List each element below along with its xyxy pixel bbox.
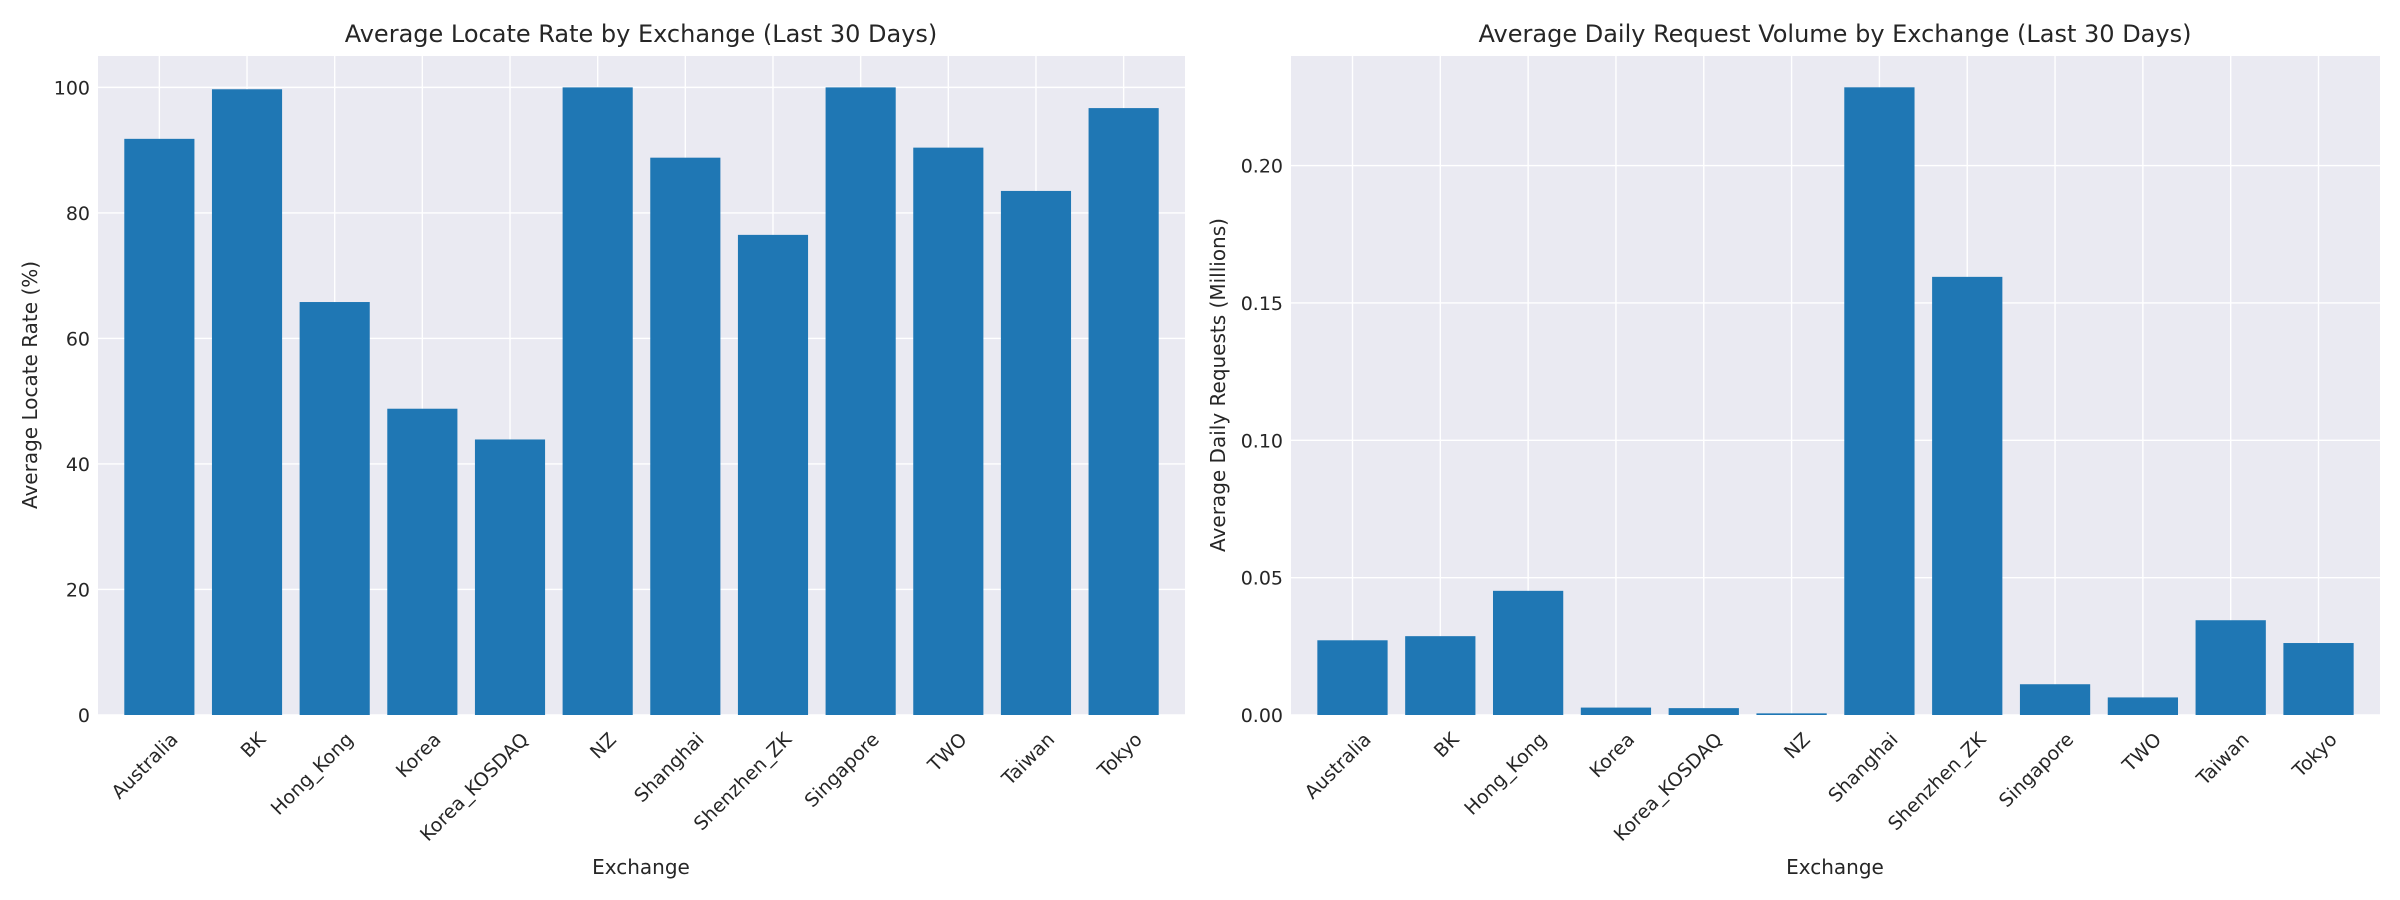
- chart-title: Average Locate Rate by Exchange (Last 30…: [345, 20, 938, 48]
- y-axis-label: Average Daily Requests (Millions): [1206, 218, 1230, 552]
- bar-nz: [1756, 713, 1827, 715]
- bar-taiwan: [1000, 190, 1072, 715]
- x-axis-label: Exchange: [1786, 855, 1884, 879]
- y-tick-label: 0.20: [1241, 156, 1283, 178]
- bar-singapore: [825, 87, 896, 715]
- bar-korea-kosdaq: [474, 439, 546, 715]
- y-tick-label: 0.15: [1241, 293, 1283, 315]
- y-tick-label: 0.10: [1241, 430, 1283, 452]
- bar-shanghai: [1844, 87, 1915, 715]
- bar-australia: [1317, 640, 1388, 715]
- bar-tokyo: [2283, 643, 2354, 715]
- bars: [124, 87, 1159, 716]
- bar-bk: [1405, 636, 1476, 715]
- bar-shenzhen-zk: [737, 234, 809, 715]
- bar-singapore: [2019, 684, 2091, 715]
- y-axis-label: Average Locate Rate (%): [18, 261, 42, 509]
- y-tick-label: 20: [66, 579, 90, 601]
- y-tick-label: 0.00: [1241, 705, 1283, 727]
- y-tick-label: 0: [78, 705, 90, 727]
- bar-taiwan: [2195, 620, 2266, 715]
- chart-title: Average Daily Request Volume by Exchange…: [1479, 20, 2192, 48]
- y-tick-label: 80: [66, 203, 90, 225]
- bar-hong-kong: [299, 302, 370, 715]
- y-tick-label: 60: [66, 328, 90, 350]
- bar-bk: [211, 89, 283, 716]
- gridlines: [1291, 56, 2380, 716]
- y-tick-label: 0.05: [1241, 568, 1283, 590]
- bars: [1317, 87, 2354, 715]
- plot-area: [1291, 56, 2380, 715]
- bar-tokyo: [1088, 108, 1159, 715]
- bar-korea: [387, 408, 458, 715]
- x-axis-label: Exchange: [592, 855, 690, 879]
- y-tick-label: 40: [66, 454, 90, 476]
- bar-two: [913, 147, 984, 715]
- y-tick-label: 100: [54, 77, 90, 99]
- bar-shenzhen-zk: [1932, 276, 2003, 715]
- bar-hong-kong: [1492, 590, 1564, 715]
- bar-korea-kosdaq: [1668, 708, 1739, 715]
- bar-two: [2107, 697, 2179, 715]
- bar-korea: [1580, 707, 1652, 715]
- bar-shanghai: [650, 157, 721, 715]
- y-tick-labels: 0 20 40 60 80 100: [54, 77, 90, 727]
- y-tick-labels: 0.00 0.05 0.10 0.15 0.20: [1241, 156, 1283, 727]
- bar-nz: [562, 87, 633, 715]
- bar-australia: [124, 138, 195, 716]
